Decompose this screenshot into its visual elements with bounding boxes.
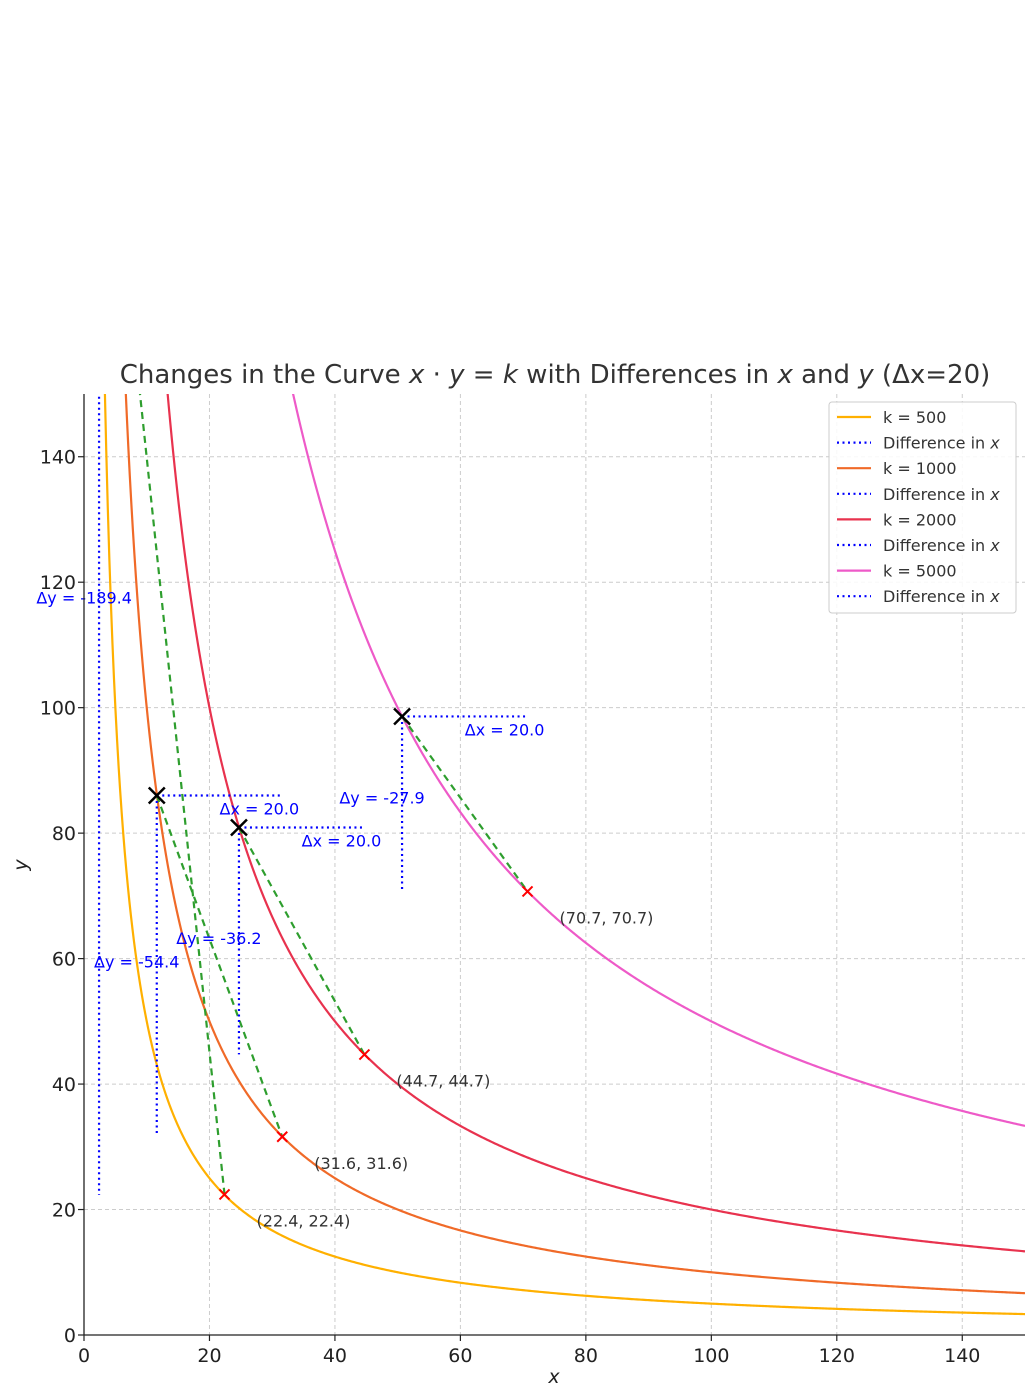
axes: 0 20 40 60 80 100 120 140 0 20 40 60 80 100 120 140	[40, 394, 1025, 1367]
legend-label-var: x	[989, 536, 1000, 555]
title-prefix: Changes in the Curve	[120, 360, 409, 390]
x-axis-label: x	[547, 1366, 560, 1388]
x-tick-label: 140	[944, 1345, 980, 1367]
title-x2: x	[776, 360, 793, 390]
black-x-marker	[393, 707, 411, 726]
secant-line	[237, 826, 366, 1056]
legend-label-curve: k = 2000	[883, 510, 957, 529]
x-tick-label: 60	[448, 1345, 472, 1367]
legend-label-difference: Difference in x	[883, 485, 1000, 504]
dx-label: Δx = 20.0	[465, 721, 545, 740]
curve-k5000	[291, 394, 1025, 1127]
curve-k1000	[124, 394, 1025, 1295]
title-y: y	[448, 360, 465, 390]
y-tick-label: 20	[52, 1200, 76, 1222]
dx-label: Δx = 20.0	[302, 832, 382, 851]
legend-label-curve: k = 1000	[883, 459, 957, 478]
y-axis-label: y	[10, 859, 32, 872]
red-x-marker	[521, 885, 534, 898]
legend-label-curve: k = 500	[883, 408, 946, 427]
red-x-marker	[276, 1131, 288, 1143]
x-tick-label: 40	[323, 1345, 347, 1367]
dy-label: Δy = -36.2	[176, 929, 261, 948]
legend-box	[828, 401, 1017, 614]
title-x: x	[408, 360, 425, 390]
point-label: (22.4, 22.4)	[257, 1211, 351, 1230]
point-label: (44.7, 44.7)	[396, 1072, 490, 1091]
legend-label-difference: Difference in x	[883, 536, 1000, 555]
x-tick-label: 80	[574, 1345, 598, 1367]
legend-label-difference: Difference in x	[883, 587, 1000, 606]
dy-label: Δy = -54.4	[94, 953, 179, 972]
y-tick-label: 120	[40, 572, 76, 594]
x-tick-label: 0	[78, 1345, 90, 1367]
black-x-marker	[147, 786, 166, 805]
legend-label-var: x	[989, 434, 1000, 453]
point-label: (70.7, 70.7)	[560, 908, 654, 927]
dx-label: Δx = 20.0	[220, 800, 300, 819]
black-x-marker	[230, 818, 248, 837]
dy-label: Δy = -27.9	[339, 788, 424, 807]
red-x-marker	[358, 1048, 371, 1061]
y-tick-label: 60	[52, 949, 76, 971]
legend-label-curve: k = 5000	[883, 562, 957, 581]
y-tick-label: 0	[64, 1325, 76, 1347]
title-suffix: (Δx=20)	[874, 360, 991, 390]
legend: k = 500 Difference in x k = 1000 Difference…	[828, 401, 1017, 614]
x-tick-label: 120	[819, 1345, 855, 1367]
y-tick-label: 40	[52, 1074, 76, 1096]
y-tick-label: 80	[52, 823, 76, 845]
legend-label-var: x	[989, 485, 1000, 504]
y-tick-label: 100	[40, 698, 76, 720]
curve-k2000	[166, 394, 1025, 1253]
title-y2: y	[857, 360, 874, 390]
annotations: (22.4, 22.4) (31.6, 31.6) (44.7, 44.7) (70.…	[36, 588, 654, 1230]
secant-line	[155, 795, 284, 1138]
title-k: k	[503, 360, 519, 390]
legend-label-difference: Difference in x	[883, 434, 1000, 453]
x-tick-label: 20	[197, 1345, 221, 1367]
x-tick-label: 100	[693, 1345, 729, 1367]
point-label: (31.6, 31.6)	[314, 1154, 408, 1173]
title-and: and	[793, 360, 858, 390]
title-eq: =	[465, 360, 503, 390]
plot-area	[97, 394, 1025, 1316]
legend-label-var: x	[989, 587, 1000, 606]
title-dot: ·	[424, 360, 449, 390]
y-tick-label: 140	[40, 447, 76, 469]
chart-title: Changes in the Curve x · y = k with Diff…	[120, 360, 991, 390]
curve-k500	[103, 394, 1025, 1316]
title-middle: with Differences in	[518, 360, 778, 390]
red-x-marker	[218, 1188, 231, 1201]
